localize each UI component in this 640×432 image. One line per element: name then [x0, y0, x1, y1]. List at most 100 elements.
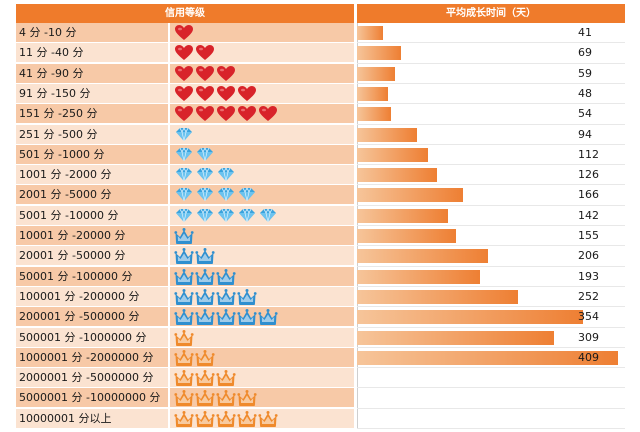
bar-cell [357, 287, 625, 306]
bar [357, 269, 481, 284]
row-divider [357, 387, 625, 389]
time-column-header: 平均成长时间（天） [446, 8, 536, 19]
level-icons [170, 185, 354, 207]
diamond-icon [174, 186, 194, 207]
category-label: 11 分 -40 分 [16, 43, 168, 63]
diamond-icon [237, 207, 257, 228]
bar-cell [357, 64, 625, 83]
bar [357, 147, 429, 162]
diamond-icon [174, 126, 194, 147]
diamond-icon [258, 207, 278, 228]
diamond-icon [195, 166, 215, 187]
blue-crown-icon [174, 247, 194, 269]
category-label: 2000001 分 -5000000 分 [16, 368, 168, 388]
heart-icon [195, 44, 215, 65]
category-label: 200001 分 -500000 分 [16, 307, 168, 327]
row-divider [357, 285, 625, 287]
bar-cell [357, 246, 625, 265]
gold-crown-icon [216, 369, 236, 391]
heart-icon [174, 65, 194, 86]
row-divider [357, 42, 625, 44]
blue-crown-icon [258, 308, 278, 330]
diamond-icon [216, 207, 236, 228]
gold-crown-icon [174, 349, 194, 371]
blue-crown-icon [174, 268, 194, 290]
gold-crown-icon [237, 389, 257, 411]
blue-crown-icon [216, 288, 236, 310]
value-label: 126 [578, 168, 599, 182]
blue-crown-icon [174, 227, 194, 249]
blue-crown-icon [216, 308, 236, 330]
bar-cell [357, 43, 625, 62]
gold-crown-icon [174, 369, 194, 391]
level-icons [170, 368, 354, 388]
level-icons [170, 307, 354, 327]
bar-cell [357, 185, 625, 204]
blue-crown-icon [174, 288, 194, 310]
value-label: 206 [578, 249, 599, 263]
bar-cell [357, 125, 625, 144]
category-label: 100001 分 -200000 分 [16, 286, 168, 306]
blue-crown-icon [237, 288, 257, 310]
category-label: 5000001 分 -10000000 分 [16, 388, 168, 408]
bar [357, 107, 392, 122]
blue-crown-icon [195, 247, 215, 269]
row-divider [357, 184, 625, 186]
value-label: 193 [578, 269, 599, 283]
diamond-icon [216, 166, 236, 187]
bar [357, 310, 583, 325]
row-divider [357, 245, 625, 247]
row-divider [357, 306, 625, 308]
bar-cell [357, 165, 625, 184]
bar [357, 249, 489, 264]
row-divider [357, 143, 625, 145]
gold-crown-icon [237, 410, 257, 432]
category-label: 1000001 分 -2000000 分 [16, 347, 168, 367]
gold-crown-icon [216, 389, 236, 411]
diamond-icon [195, 207, 215, 228]
level-column-header: 信用等级 [165, 8, 205, 19]
blue-crown-icon [195, 308, 215, 330]
bar-cell [357, 84, 625, 103]
row-divider [357, 407, 625, 409]
row-divider [357, 326, 625, 328]
bar-cell [357, 206, 625, 225]
heart-icon [216, 105, 236, 126]
diamond-icon [174, 207, 194, 228]
bar [357, 168, 438, 183]
heart-icon [174, 24, 194, 45]
level-icons [170, 205, 354, 228]
bar [357, 330, 555, 345]
category-label: 2001 分 -5000 分 [16, 185, 168, 205]
bar [357, 229, 456, 243]
gold-crown-icon [195, 389, 215, 411]
gold-crown-icon [195, 349, 215, 371]
level-icons [170, 83, 354, 103]
row-divider [357, 225, 625, 226]
level-icons [170, 104, 354, 126]
gold-crown-icon [216, 410, 236, 432]
blue-crown-icon [216, 268, 236, 290]
heart-icon [174, 105, 194, 126]
value-label [578, 388, 624, 407]
diamond-icon [174, 166, 194, 187]
blue-crown-icon [174, 308, 194, 330]
category-label: 4 分 -10 分 [16, 23, 168, 42]
diamond-icon [195, 146, 215, 167]
row-divider [357, 82, 625, 84]
heart-icon [195, 65, 215, 86]
level-icons [170, 63, 354, 86]
level-icons [170, 43, 354, 65]
gold-crown-icon [195, 410, 215, 432]
level-icons [170, 226, 354, 245]
value-label: 142 [578, 208, 599, 222]
diamond-icon [195, 186, 215, 207]
value-label: 112 [578, 147, 599, 161]
level-icons [170, 266, 354, 286]
value-label: 54 [578, 107, 592, 121]
value-label: 166 [578, 188, 599, 202]
row-divider [357, 346, 625, 348]
bar [357, 350, 618, 365]
category-label: 500001 分 -1000000 分 [16, 327, 168, 347]
diamond-icon [237, 186, 257, 207]
